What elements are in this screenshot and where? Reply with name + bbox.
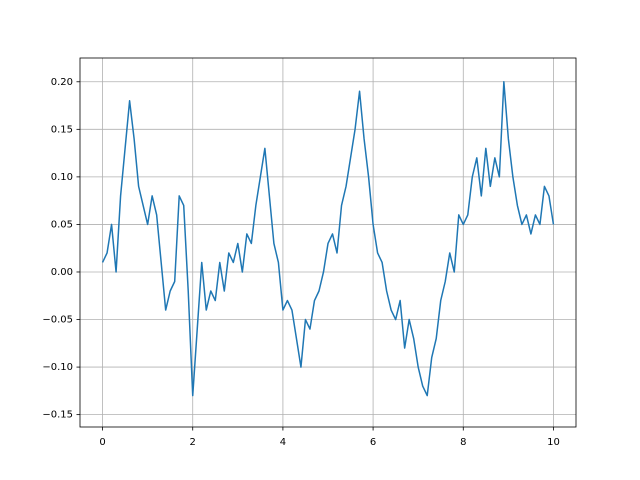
x-tick-label: 6 xyxy=(370,437,376,448)
y-tick-label: 0.00 xyxy=(51,267,73,278)
y-tick-label: 0.20 xyxy=(51,77,73,88)
y-tick-label: 0.05 xyxy=(51,219,73,230)
data-line xyxy=(101,81,555,397)
x-tick-label: 0 xyxy=(99,437,105,448)
y-tick-label: 0.15 xyxy=(51,124,73,135)
plot-frame xyxy=(79,57,577,428)
y-tick-label: −0.15 xyxy=(42,410,73,421)
x-tick-label: 10 xyxy=(547,437,560,448)
y-tick-label: −0.10 xyxy=(42,362,73,373)
y-tick-label: −0.05 xyxy=(42,315,73,326)
y-tick-label: 0.10 xyxy=(51,172,73,183)
x-tick-label: 2 xyxy=(190,437,196,448)
x-tick-label: 8 xyxy=(460,437,466,448)
x-tick-label: 4 xyxy=(280,437,286,448)
